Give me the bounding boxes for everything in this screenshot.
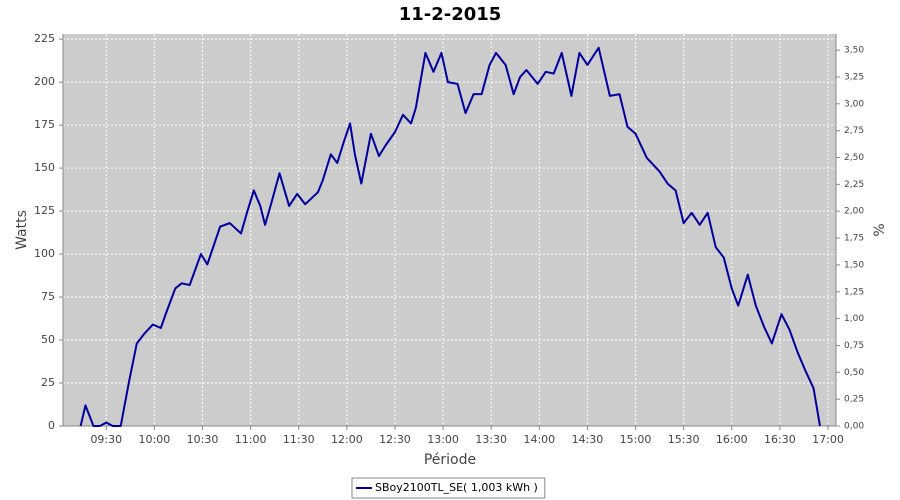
- legend-label: SBoy2100TL_SE( 1,003 kWh ): [375, 481, 538, 494]
- x-tick-label: 10:00: [139, 433, 171, 446]
- y2-tick-label: 1,75: [844, 234, 864, 244]
- legend-box: [351, 477, 546, 499]
- x-axis-label: Période: [424, 452, 476, 468]
- y-tick-label: 175: [34, 118, 55, 131]
- y2-tick-label: 0,00: [844, 422, 864, 432]
- x-tick-label: 16:00: [716, 433, 748, 446]
- y-tick-label: 0: [48, 419, 55, 432]
- x-tick-label: 11:00: [235, 433, 267, 446]
- y2-tick-label: 1,25: [844, 287, 864, 297]
- x-tick-label: 14:00: [523, 433, 555, 446]
- y-tick-label: 100: [34, 247, 55, 260]
- y-tick-label: 125: [34, 204, 55, 217]
- y2-axis-label: %: [872, 223, 888, 236]
- x-tick-label: 14:30: [572, 433, 604, 446]
- y2-tick-label: 2,50: [844, 153, 864, 163]
- y2-tick-label: 3,00: [844, 99, 864, 109]
- chart-title: 11-2-2015: [399, 4, 502, 25]
- x-tick-label: 13:00: [427, 433, 459, 446]
- x-tick-label: 09:30: [90, 433, 122, 446]
- y-tick-label: 75: [41, 290, 55, 303]
- x-tick-label: 16:30: [764, 433, 796, 446]
- x-tick-label: 11:30: [283, 433, 315, 446]
- y-tick-label: 200: [34, 75, 55, 88]
- y2-tick-label: 3,50: [844, 46, 864, 56]
- y2-tick-label: 1,00: [844, 314, 864, 324]
- x-tick-label: 10:30: [187, 433, 219, 446]
- x-tick-label: 15:30: [668, 433, 700, 446]
- y2-tick-label: 1,50: [844, 260, 864, 270]
- x-tick-label: 12:30: [379, 433, 411, 446]
- y2-tick-label: 0,25: [844, 395, 864, 405]
- y-axis-label: Watts: [14, 210, 30, 250]
- x-tick-label: 15:00: [620, 433, 652, 446]
- y2-tick-label: 0,50: [844, 368, 864, 378]
- plot-area: [63, 34, 836, 426]
- y2-tick-label: 2,75: [844, 126, 864, 136]
- y-tick-label: 225: [34, 32, 55, 45]
- y-tick-label: 50: [41, 333, 55, 346]
- y2-tick-label: 2,00: [844, 207, 864, 217]
- y-tick-label: 25: [41, 376, 55, 389]
- y-tick-label: 150: [34, 161, 55, 174]
- series-line: [79, 46, 821, 427]
- x-tick-label: 13:30: [475, 433, 507, 446]
- x-tick-label: 12:00: [331, 433, 363, 446]
- y2-tick-label: 3,25: [844, 72, 864, 82]
- y2-tick-label: 2,25: [844, 180, 864, 190]
- x-tick-label: 17:00: [812, 433, 844, 446]
- y2-tick-label: 0,75: [844, 341, 864, 351]
